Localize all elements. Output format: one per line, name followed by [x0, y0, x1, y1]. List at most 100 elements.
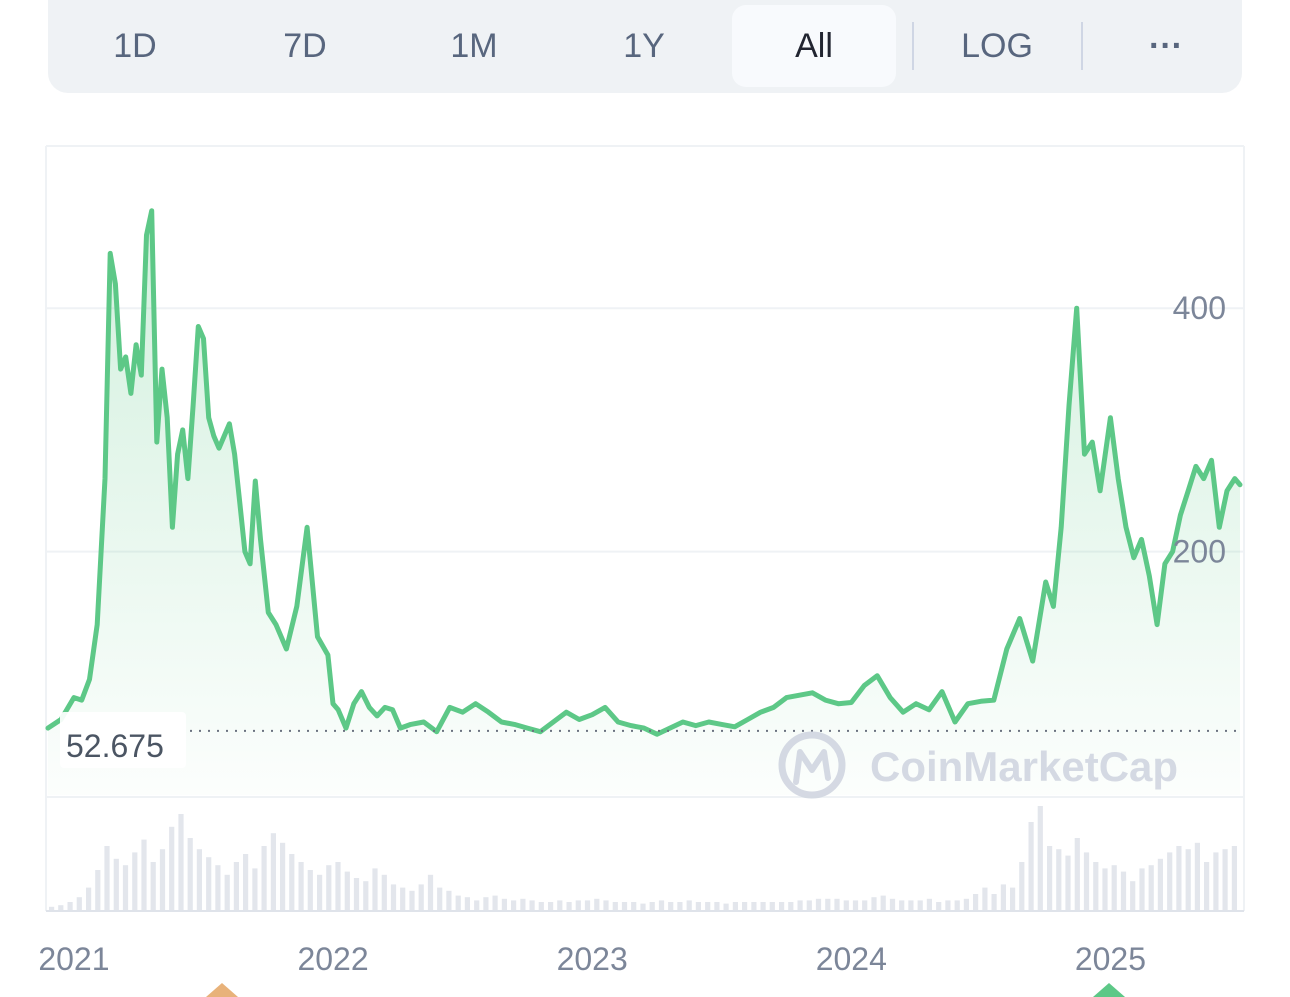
x-tick-label: 2022 — [297, 941, 368, 977]
volume-bar — [1028, 822, 1034, 910]
volume-bar — [187, 838, 193, 910]
volume-bar — [640, 903, 646, 910]
volume-bar — [1000, 884, 1006, 910]
volume-bar — [326, 865, 332, 910]
volume-bar — [298, 862, 304, 910]
chart-frame — [45, 145, 1245, 912]
volume-bar — [280, 842, 286, 910]
volume-bar — [418, 884, 424, 910]
volume-bar — [113, 858, 119, 910]
timeframe-tabs: 1D 7D 1M 1Y All LOG ··· — [48, 0, 1242, 93]
volume-bar — [926, 898, 932, 910]
volume-bar — [1083, 852, 1090, 910]
tab-7d[interactable]: 7D — [283, 27, 327, 65]
x-tick-label: 2024 — [816, 941, 887, 977]
volume-bar — [196, 849, 202, 910]
volume-bar — [760, 902, 766, 910]
volume-bar — [917, 900, 923, 910]
volume-bar — [49, 906, 55, 910]
volume-bar — [806, 900, 812, 910]
marker-triangle-icon — [1093, 983, 1125, 997]
volume-bar — [1130, 881, 1136, 910]
y-axis-ticks: 200 400 — [1173, 290, 1226, 569]
watermark-text: CoinMarketCap — [870, 743, 1178, 790]
volume-bar — [1194, 842, 1200, 910]
marker-triangle-icon — [206, 983, 238, 997]
volume-bar — [390, 884, 397, 910]
volume-bar — [779, 902, 785, 910]
volume-bar — [141, 839, 147, 910]
reference-label-bg — [60, 712, 186, 768]
x-tick-label: 2021 — [38, 941, 109, 977]
volume-bar — [169, 826, 175, 910]
volume-bar — [86, 887, 92, 910]
volume-bar — [668, 902, 674, 910]
volume-bar — [963, 898, 969, 910]
volume-bar — [695, 902, 701, 910]
volume-bar — [973, 894, 979, 910]
volume-bar — [455, 895, 461, 910]
volume-bar — [575, 900, 581, 910]
volume-bar — [612, 902, 618, 910]
volume-bar — [307, 870, 313, 910]
volume-bar — [335, 862, 341, 910]
tab-all[interactable]: All — [732, 5, 896, 87]
tab-divider — [912, 22, 914, 70]
volume-bar — [400, 887, 406, 910]
volume-bar — [252, 868, 258, 910]
volume-bar — [1139, 868, 1145, 910]
volume-bar — [815, 898, 822, 910]
volume-bar — [132, 852, 138, 910]
tab-log[interactable]: LOG — [961, 27, 1033, 65]
volume-bar — [233, 862, 239, 910]
volume-bar — [122, 865, 129, 910]
volume-bar — [936, 902, 942, 910]
volume-bar — [1111, 865, 1117, 910]
volume-bar — [982, 887, 988, 910]
volume-bar — [1093, 862, 1099, 910]
more-options-button[interactable]: ··· — [1149, 27, 1183, 65]
volume-bar — [270, 833, 276, 910]
volume-bar — [95, 870, 101, 910]
x-tick-label: 2025 — [1075, 941, 1146, 977]
volume-bar — [1157, 858, 1163, 910]
volume-bar — [446, 890, 452, 910]
volume-bar — [464, 897, 470, 910]
volume-bar — [483, 897, 489, 910]
volume-bar — [104, 846, 110, 910]
volume-bar — [723, 903, 729, 910]
volume-bar — [437, 887, 443, 910]
volume-bar — [705, 902, 711, 910]
volume-bar — [344, 871, 350, 910]
volume-bar — [908, 900, 914, 910]
volume-bar — [769, 902, 775, 910]
volume-bar — [511, 900, 517, 910]
volume-bar — [363, 881, 369, 910]
tab-1d[interactable]: 1D — [113, 27, 157, 65]
coinmarketcap-logo-icon — [778, 731, 846, 799]
volume-bar — [150, 862, 156, 910]
volume-bar — [1222, 849, 1228, 910]
volume-bar — [427, 874, 434, 910]
volume-bar — [1167, 852, 1173, 910]
tab-1m[interactable]: 1M — [450, 27, 498, 65]
volume-bar — [409, 890, 415, 910]
tab-1y[interactable]: 1Y — [623, 27, 665, 65]
volume-bar — [889, 898, 896, 910]
y-tick-label: 400 — [1173, 290, 1226, 326]
volume-bar — [76, 897, 82, 910]
volume-bar — [631, 902, 637, 910]
volume-bar — [603, 900, 609, 910]
coinmarketcap-logo-mark — [793, 749, 831, 785]
volume-bar — [372, 868, 378, 910]
volume-bar — [474, 900, 480, 910]
volume-bar — [58, 905, 64, 910]
volume-bar — [548, 902, 554, 910]
volume-bar — [1047, 846, 1053, 910]
volume-bar — [261, 846, 267, 910]
volume-bar — [584, 900, 591, 910]
volume-bar — [1019, 862, 1025, 910]
volume-bar — [649, 902, 655, 910]
price-line — [45, 208, 1243, 737]
